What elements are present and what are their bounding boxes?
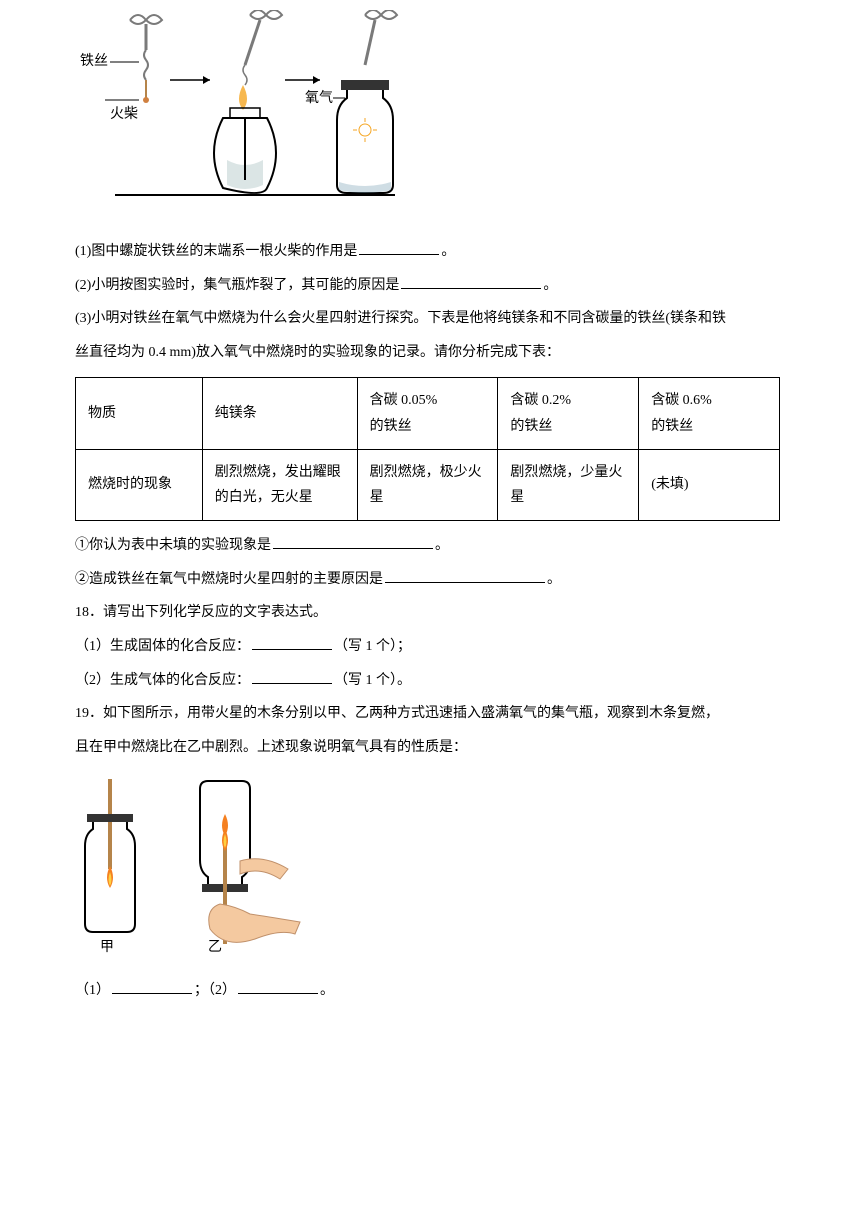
q19-diagram: 甲 乙 (75, 774, 315, 964)
q3-intro-line2: 丝直径均为 0.4 mm)放入氧气中燃烧时的实验现象的记录。请你分析完成下表： (75, 336, 780, 370)
cell-line: 含碳 0.6% (651, 388, 767, 413)
label-yi: 乙 (208, 931, 222, 965)
cell-line: 含碳 0.2% (510, 388, 626, 413)
cell-mg: 剧烈燃烧，发出耀眼的白光，无火星 (202, 449, 357, 520)
experiment-table: 物质 纯镁条 含碳 0.05% 的铁丝 含碳 0.2% 的铁丝 含碳 0.6% … (75, 377, 780, 521)
q19-ans-end: 。 (320, 983, 334, 998)
q19-ans2-blank[interactable] (238, 976, 318, 994)
question-1: (1)图中螺旋状铁丝的末端系一根火柴的作用是 。 (75, 235, 780, 269)
cell-fe005: 剧烈燃烧，极少火星 (357, 449, 498, 520)
q2-tail: 。 (543, 278, 557, 293)
q19-line1: 19．如下图所示，用带火星的木条分别以甲、乙两种方式迅速插入盛满氧气的集气瓶，观… (75, 697, 780, 731)
cell-line: 的铁丝 (370, 414, 486, 439)
q3-sub1-tail: 。 (435, 538, 449, 553)
q18-s2: （2）生成气体的化合反应： （写 1 个）。 (75, 664, 780, 698)
cell-fe06: (未填) (639, 449, 780, 520)
q19-answers: （1） ；（2） 。 (75, 974, 780, 1008)
th-substance: 物质 (76, 378, 203, 449)
q3-sub1-text: ①你认为表中未填的实验现象是 (75, 538, 271, 553)
q18-s2-post: （写 1 个）。 (334, 673, 411, 688)
q3-sub2-tail: 。 (547, 572, 561, 587)
table-row: 燃烧时的现象 剧烈燃烧，发出耀眼的白光，无火星 剧烈燃烧，极少火星 剧烈燃烧，少… (76, 449, 780, 520)
q18-s2-blank[interactable] (252, 666, 332, 684)
th-mg: 纯镁条 (202, 378, 357, 449)
q3-sub1: ①你认为表中未填的实验现象是 。 (75, 529, 780, 563)
question-2: (2)小明按图实验时，集气瓶炸裂了，其可能的原因是 。 (75, 269, 780, 303)
q18-s2-pre: （2）生成气体的化合反应： (75, 673, 250, 688)
q2-text: (2)小明按图实验时，集气瓶炸裂了，其可能的原因是 (75, 278, 399, 293)
q19-line2: 且在甲中燃烧比在乙中剧烈。上述现象说明氧气具有的性质是： (75, 731, 780, 765)
th-fe005: 含碳 0.05% 的铁丝 (357, 378, 498, 449)
svg-text:氧气: 氧气 (305, 90, 333, 106)
experiment-diagram: 铁丝 火柴 (75, 10, 415, 215)
q1-blank[interactable] (359, 237, 439, 255)
q3-sub2: ②造成铁丝在氧气中燃烧时火星四射的主要原因是 。 (75, 563, 780, 597)
cell-line: 含碳 0.05% (370, 388, 486, 413)
th-fe02: 含碳 0.2% 的铁丝 (498, 378, 639, 449)
svg-text:火柴: 火柴 (110, 106, 138, 122)
q18-s1-pre: （1）生成固体的化合反应： (75, 639, 250, 654)
q3-intro-line1: (3)小明对铁丝在氧气中燃烧为什么会火星四射进行探究。下表是他将纯镁条和不同含碳… (75, 302, 780, 336)
cell-line: 的铁丝 (510, 414, 626, 439)
th-fe06: 含碳 0.6% 的铁丝 (639, 378, 780, 449)
cell-line: 的铁丝 (651, 414, 767, 439)
q18-s1-blank[interactable] (252, 632, 332, 650)
q19-ans1-blank[interactable] (112, 976, 192, 994)
q18-title: 18．请写出下列化学反应的文字表达式。 (75, 596, 780, 630)
label-jia: 甲 (100, 931, 114, 965)
q3-sub1-blank[interactable] (273, 531, 433, 549)
q19-ans1-pre: （1） (75, 983, 110, 998)
q18-s1-post: （写 1 个）； (334, 639, 411, 654)
cell-fe02: 剧烈燃烧，少量火星 (498, 449, 639, 520)
q3-sub2-blank[interactable] (385, 565, 545, 583)
q1-tail: 。 (441, 244, 455, 259)
q1-text: (1)图中螺旋状铁丝的末端系一根火柴的作用是 (75, 244, 357, 259)
table-row: 物质 纯镁条 含碳 0.05% 的铁丝 含碳 0.2% 的铁丝 含碳 0.6% … (76, 378, 780, 449)
q2-blank[interactable] (401, 271, 541, 289)
q18-s1: （1）生成固体的化合反应： （写 1 个）； (75, 630, 780, 664)
q19-ans-sep: ；（2） (194, 983, 236, 998)
q3-sub2-text: ②造成铁丝在氧气中燃烧时火星四射的主要原因是 (75, 572, 383, 587)
svg-text:铁丝: 铁丝 (80, 53, 108, 69)
row-label: 燃烧时的现象 (76, 449, 203, 520)
